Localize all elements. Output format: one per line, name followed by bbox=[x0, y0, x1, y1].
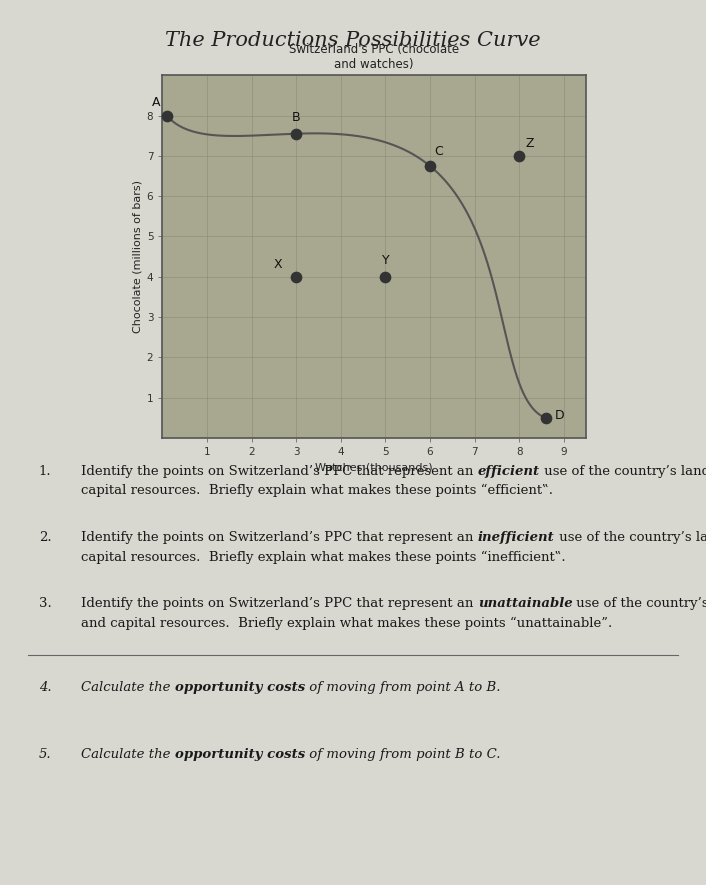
Text: Identify the points on Switzerland’s PPC that represent an: Identify the points on Switzerland’s PPC… bbox=[81, 531, 478, 544]
Text: inefficient: inefficient bbox=[478, 531, 555, 544]
Point bbox=[540, 411, 551, 425]
Text: use of the country’s land, labor and: use of the country’s land, labor and bbox=[555, 531, 706, 544]
Text: 4.: 4. bbox=[39, 681, 52, 695]
Text: Z: Z bbox=[526, 137, 534, 150]
Text: Identify the points on Switzerland’s PPC that represent an: Identify the points on Switzerland’s PPC… bbox=[81, 597, 478, 611]
Text: B: B bbox=[292, 111, 301, 124]
Text: and capital resources.  Briefly explain what makes these points “unattainable”.: and capital resources. Briefly explain w… bbox=[81, 617, 612, 630]
Text: capital resources.  Briefly explain what makes these points “efficient‟.: capital resources. Briefly explain what … bbox=[81, 484, 554, 497]
Text: of moving from point A to B.: of moving from point A to B. bbox=[305, 681, 501, 695]
Text: Identify the points on Switzerland’s PPC that represent an: Identify the points on Switzerland’s PPC… bbox=[81, 465, 478, 478]
Text: use of the country’s land, labor: use of the country’s land, labor bbox=[573, 597, 706, 611]
Text: Calculate the: Calculate the bbox=[81, 681, 175, 695]
Text: 1.: 1. bbox=[39, 465, 52, 478]
Text: 2.: 2. bbox=[39, 531, 52, 544]
Text: efficient: efficient bbox=[478, 465, 540, 478]
Text: D: D bbox=[554, 409, 564, 422]
Text: 5.: 5. bbox=[39, 748, 52, 761]
Text: unattainable: unattainable bbox=[478, 597, 573, 611]
Text: of moving from point B to C.: of moving from point B to C. bbox=[305, 748, 501, 761]
Point bbox=[513, 149, 525, 163]
Text: opportunity costs: opportunity costs bbox=[175, 748, 305, 761]
Point bbox=[380, 270, 391, 284]
Text: capital resources.  Briefly explain what makes these points “inefficient‟.: capital resources. Briefly explain what … bbox=[81, 550, 566, 564]
Title: Switzerland's PPC (chocolate
and watches): Switzerland's PPC (chocolate and watches… bbox=[289, 43, 459, 72]
Point bbox=[290, 127, 301, 141]
Point bbox=[424, 159, 436, 173]
Text: use of the country’s land, labor and: use of the country’s land, labor and bbox=[540, 465, 706, 478]
Text: C: C bbox=[434, 145, 443, 158]
Y-axis label: Chocolate (millions of bars): Chocolate (millions of bars) bbox=[133, 181, 143, 333]
Text: Y: Y bbox=[381, 254, 389, 266]
Text: 3.: 3. bbox=[39, 597, 52, 611]
Text: Calculate the: Calculate the bbox=[81, 748, 175, 761]
Text: The Productions Possibilities Curve: The Productions Possibilities Curve bbox=[165, 31, 541, 50]
Text: A: A bbox=[152, 96, 160, 110]
X-axis label: Watches (thousands): Watches (thousands) bbox=[316, 463, 433, 473]
Point bbox=[290, 270, 301, 284]
Text: X: X bbox=[274, 258, 282, 271]
Point bbox=[161, 109, 172, 123]
Text: opportunity costs: opportunity costs bbox=[175, 681, 305, 695]
